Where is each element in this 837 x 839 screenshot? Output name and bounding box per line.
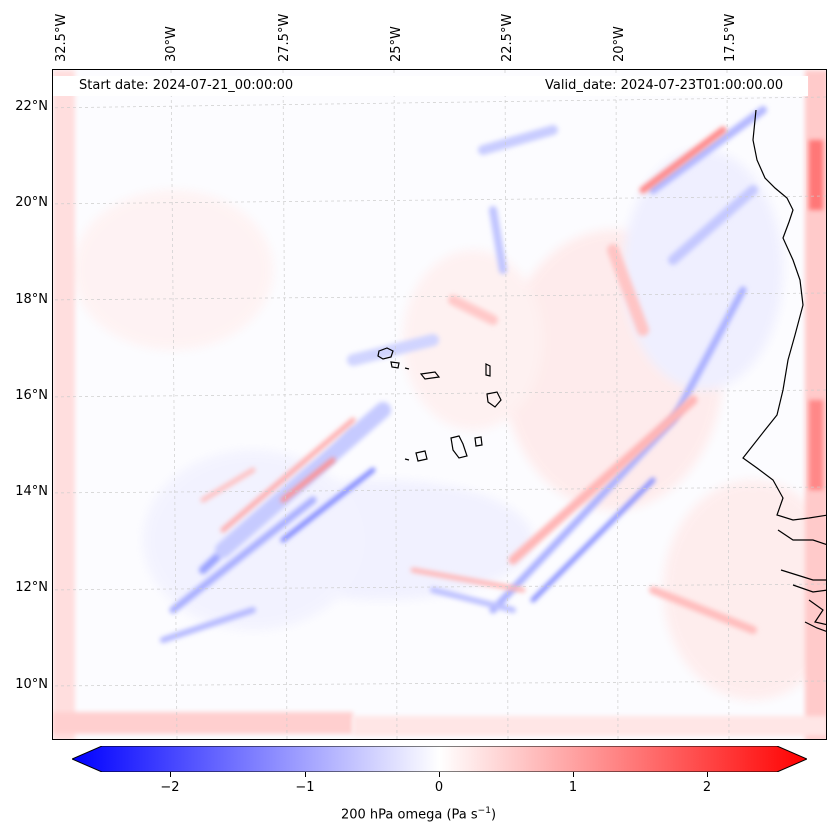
lon-label-32-5w: 32.5°W [54, 13, 69, 62]
lon-label-27-5w: 27.5°W [277, 13, 292, 62]
lat-label-16n: 16°N [15, 388, 48, 403]
colorbar [70, 745, 809, 773]
lat-label-14n: 14°N [15, 484, 48, 499]
colorbar-tick-label: −2 [160, 780, 180, 795]
map-panel: Start date: 2024-07-21_00:00:00 Valid_da… [52, 69, 827, 740]
colorbar-tickmark [439, 772, 440, 777]
coastline [377, 109, 826, 632]
omega-field [53, 70, 826, 739]
lat-label-18n: 18°N [15, 292, 48, 307]
lat-label-20n: 20°N [15, 195, 48, 210]
colorbar-tickmark [170, 772, 171, 777]
lon-label-25w: 25°W [389, 26, 404, 62]
lon-label-30w: 30°W [164, 26, 179, 62]
start-date-label: Start date: 2024-07-21_00:00:00 [79, 78, 294, 93]
colorbar-tickmark [573, 772, 574, 777]
lon-label-22-5w: 22.5°W [500, 13, 515, 62]
lat-label-12n: 12°N [15, 580, 48, 595]
colorbar-tickmark [305, 772, 306, 777]
lat-label-22n: 22°N [15, 99, 48, 114]
colorbar-tick-label: 1 [568, 780, 578, 795]
colorbar-gradient [70, 745, 809, 773]
lat-label-10n: 10°N [15, 677, 48, 692]
lon-label-17-5w: 17.5°W [723, 13, 738, 62]
lon-label-20w: 20°W [612, 26, 627, 62]
colorbar-label: 200 hPa omega (Pa s−1) [340, 806, 497, 823]
colorbar-tick-label: 2 [702, 780, 712, 795]
colorbar-tick-label: 0 [434, 780, 444, 795]
valid-date-label: Valid_date: 2024-07-23T01:00:00.00 [545, 78, 784, 93]
colorbar-tick-label: −1 [295, 780, 315, 795]
date-banner [53, 76, 808, 96]
colorbar-tickmark [707, 772, 708, 777]
